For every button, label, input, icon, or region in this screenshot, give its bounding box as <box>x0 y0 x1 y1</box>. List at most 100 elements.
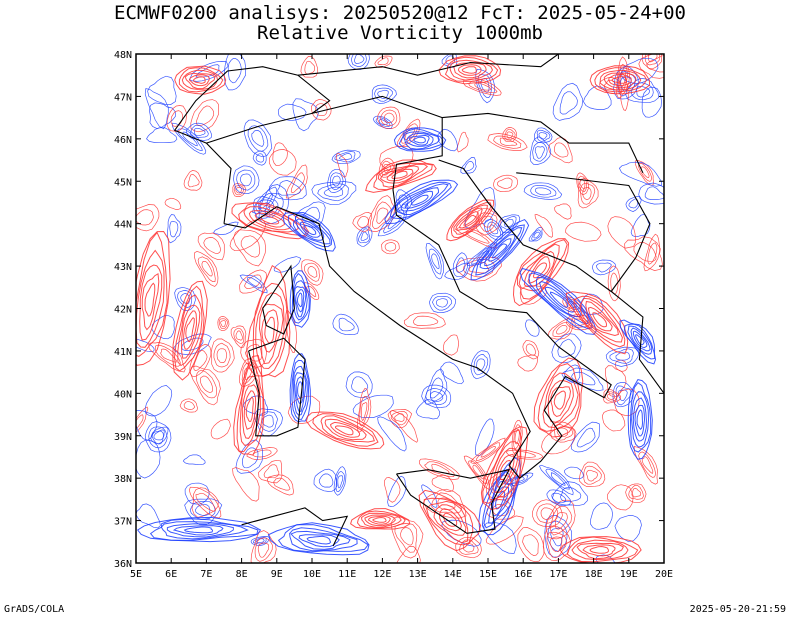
x-tick-label: 19E <box>620 569 638 580</box>
negative-vorticity-cell <box>534 127 553 144</box>
positive-vorticity-cell <box>541 426 575 455</box>
negative-vorticity-cell <box>546 489 571 507</box>
positive-vorticity-cell <box>456 227 497 249</box>
vorticity-contours <box>136 54 664 563</box>
positive-vorticity-cell <box>172 280 208 381</box>
negative-vorticity-cell <box>136 439 161 479</box>
positive-vorticity-cell <box>233 229 267 267</box>
y-tick-label: 39N <box>114 432 132 443</box>
positive-vorticity-cell <box>565 291 629 355</box>
negative-vorticity-cell <box>564 466 584 480</box>
positive-vorticity-cell <box>239 269 268 294</box>
negative-vorticity-cell <box>421 484 438 508</box>
positive-vorticity-cell <box>136 230 171 366</box>
negative-vorticity-cell <box>150 426 169 445</box>
positive-vorticity-cell <box>376 106 401 130</box>
positive-vorticity-cell <box>633 446 658 485</box>
positive-vorticity-cell <box>233 355 265 456</box>
negative-vorticity-cell <box>440 361 464 385</box>
positive-vorticity-cell <box>335 153 349 178</box>
negative-vorticity-cell <box>618 161 662 187</box>
negative-vorticity-cell <box>327 168 347 193</box>
negative-vorticity-cell <box>239 274 268 294</box>
negative-vorticity-cell <box>223 54 247 91</box>
negative-vorticity-cell <box>437 128 458 152</box>
y-tick-label: 46N <box>114 135 132 146</box>
negative-vorticity-cell <box>144 421 172 453</box>
positive-vorticity-cell <box>505 449 544 460</box>
negative-vorticity-cell <box>269 176 307 201</box>
positive-vorticity-cell <box>311 99 332 121</box>
positive-vorticity-cell <box>300 56 319 78</box>
positive-vorticity-cell <box>462 78 502 96</box>
positive-vorticity-cell <box>189 365 221 406</box>
x-tick-label: 12E <box>373 569 391 580</box>
positive-vorticity-cell <box>589 65 651 95</box>
negative-vorticity-cell <box>273 256 302 273</box>
positive-vorticity-cell <box>365 159 437 193</box>
coastline-slovenia_border <box>442 112 644 174</box>
positive-vorticity-cell <box>565 221 602 242</box>
coastline-italy <box>205 95 612 479</box>
negative-vorticity-cell <box>356 226 373 247</box>
negative-vorticity-cell <box>524 319 540 337</box>
y-tick-label: 40N <box>114 389 132 400</box>
negative-vorticity-cell <box>333 466 347 496</box>
positive-vorticity-cell <box>493 174 518 192</box>
negative-vorticity-cell <box>425 243 444 280</box>
negative-vorticity-cell <box>146 127 178 143</box>
positive-vorticity-cell <box>232 467 260 502</box>
coastline-corsica <box>262 264 295 335</box>
positive-vorticity-cell <box>250 530 277 563</box>
positive-vorticity-cell <box>164 197 182 210</box>
coastline-austria_border <box>297 54 559 76</box>
positive-vorticity-cell <box>576 172 589 196</box>
coastline-swiss_border <box>173 66 331 144</box>
negative-vorticity-cell <box>570 421 601 453</box>
positive-vorticity-cell <box>217 316 230 332</box>
positive-vorticity-cell <box>403 312 446 329</box>
positive-vorticity-cell <box>183 170 203 191</box>
negative-vorticity-cell <box>233 165 260 194</box>
negative-vorticity-cell <box>452 252 468 278</box>
positive-vorticity-cell <box>614 388 640 417</box>
y-tick-label: 48N <box>114 50 132 61</box>
positive-vorticity-cell <box>352 212 373 233</box>
footer-timestamp: 2025-05-20-21:59 <box>689 604 786 615</box>
negative-vorticity-cell <box>393 127 447 152</box>
positive-vorticity-cell <box>443 334 459 356</box>
x-tick-label: 16E <box>514 569 532 580</box>
negative-vorticity-cell <box>552 82 584 121</box>
positive-vorticity-cell <box>258 459 283 484</box>
negative-vorticity-cell <box>147 75 177 105</box>
positive-vorticity-cell <box>384 477 401 503</box>
x-tick-label: 18E <box>585 569 603 580</box>
negative-vorticity-cell <box>387 475 407 507</box>
y-tick-label: 45N <box>114 177 132 188</box>
y-tick-label: 38N <box>114 474 132 485</box>
positive-vorticity-cell <box>470 437 506 464</box>
x-tick-label: 17E <box>549 569 567 580</box>
coastline-tunisia <box>241 507 349 547</box>
positive-vorticity-cell <box>602 409 626 432</box>
positive-vorticity-cell <box>455 536 482 559</box>
negative-vorticity-cell <box>564 364 581 383</box>
positive-vorticity-cell <box>607 216 636 249</box>
x-tick-label: 11E <box>338 569 356 580</box>
coastline-adriatic_east <box>438 159 664 394</box>
negative-vorticity-cell <box>144 385 173 417</box>
positive-vorticity-cell <box>230 325 247 349</box>
positive-vorticity-cell <box>374 55 393 68</box>
negative-vorticity-cell <box>144 88 169 130</box>
y-tick-label: 36N <box>114 559 132 570</box>
y-tick-label: 43N <box>114 262 132 273</box>
negative-vorticity-cell <box>429 292 457 313</box>
positive-vorticity-cell <box>266 474 294 496</box>
y-tick-label: 47N <box>114 92 132 103</box>
positive-vorticity-cell <box>607 484 634 511</box>
positive-vorticity-cell <box>418 489 482 552</box>
negative-vorticity-cell <box>277 103 307 122</box>
negative-vorticity-cell <box>641 86 662 118</box>
x-tick-label: 14E <box>444 569 462 580</box>
